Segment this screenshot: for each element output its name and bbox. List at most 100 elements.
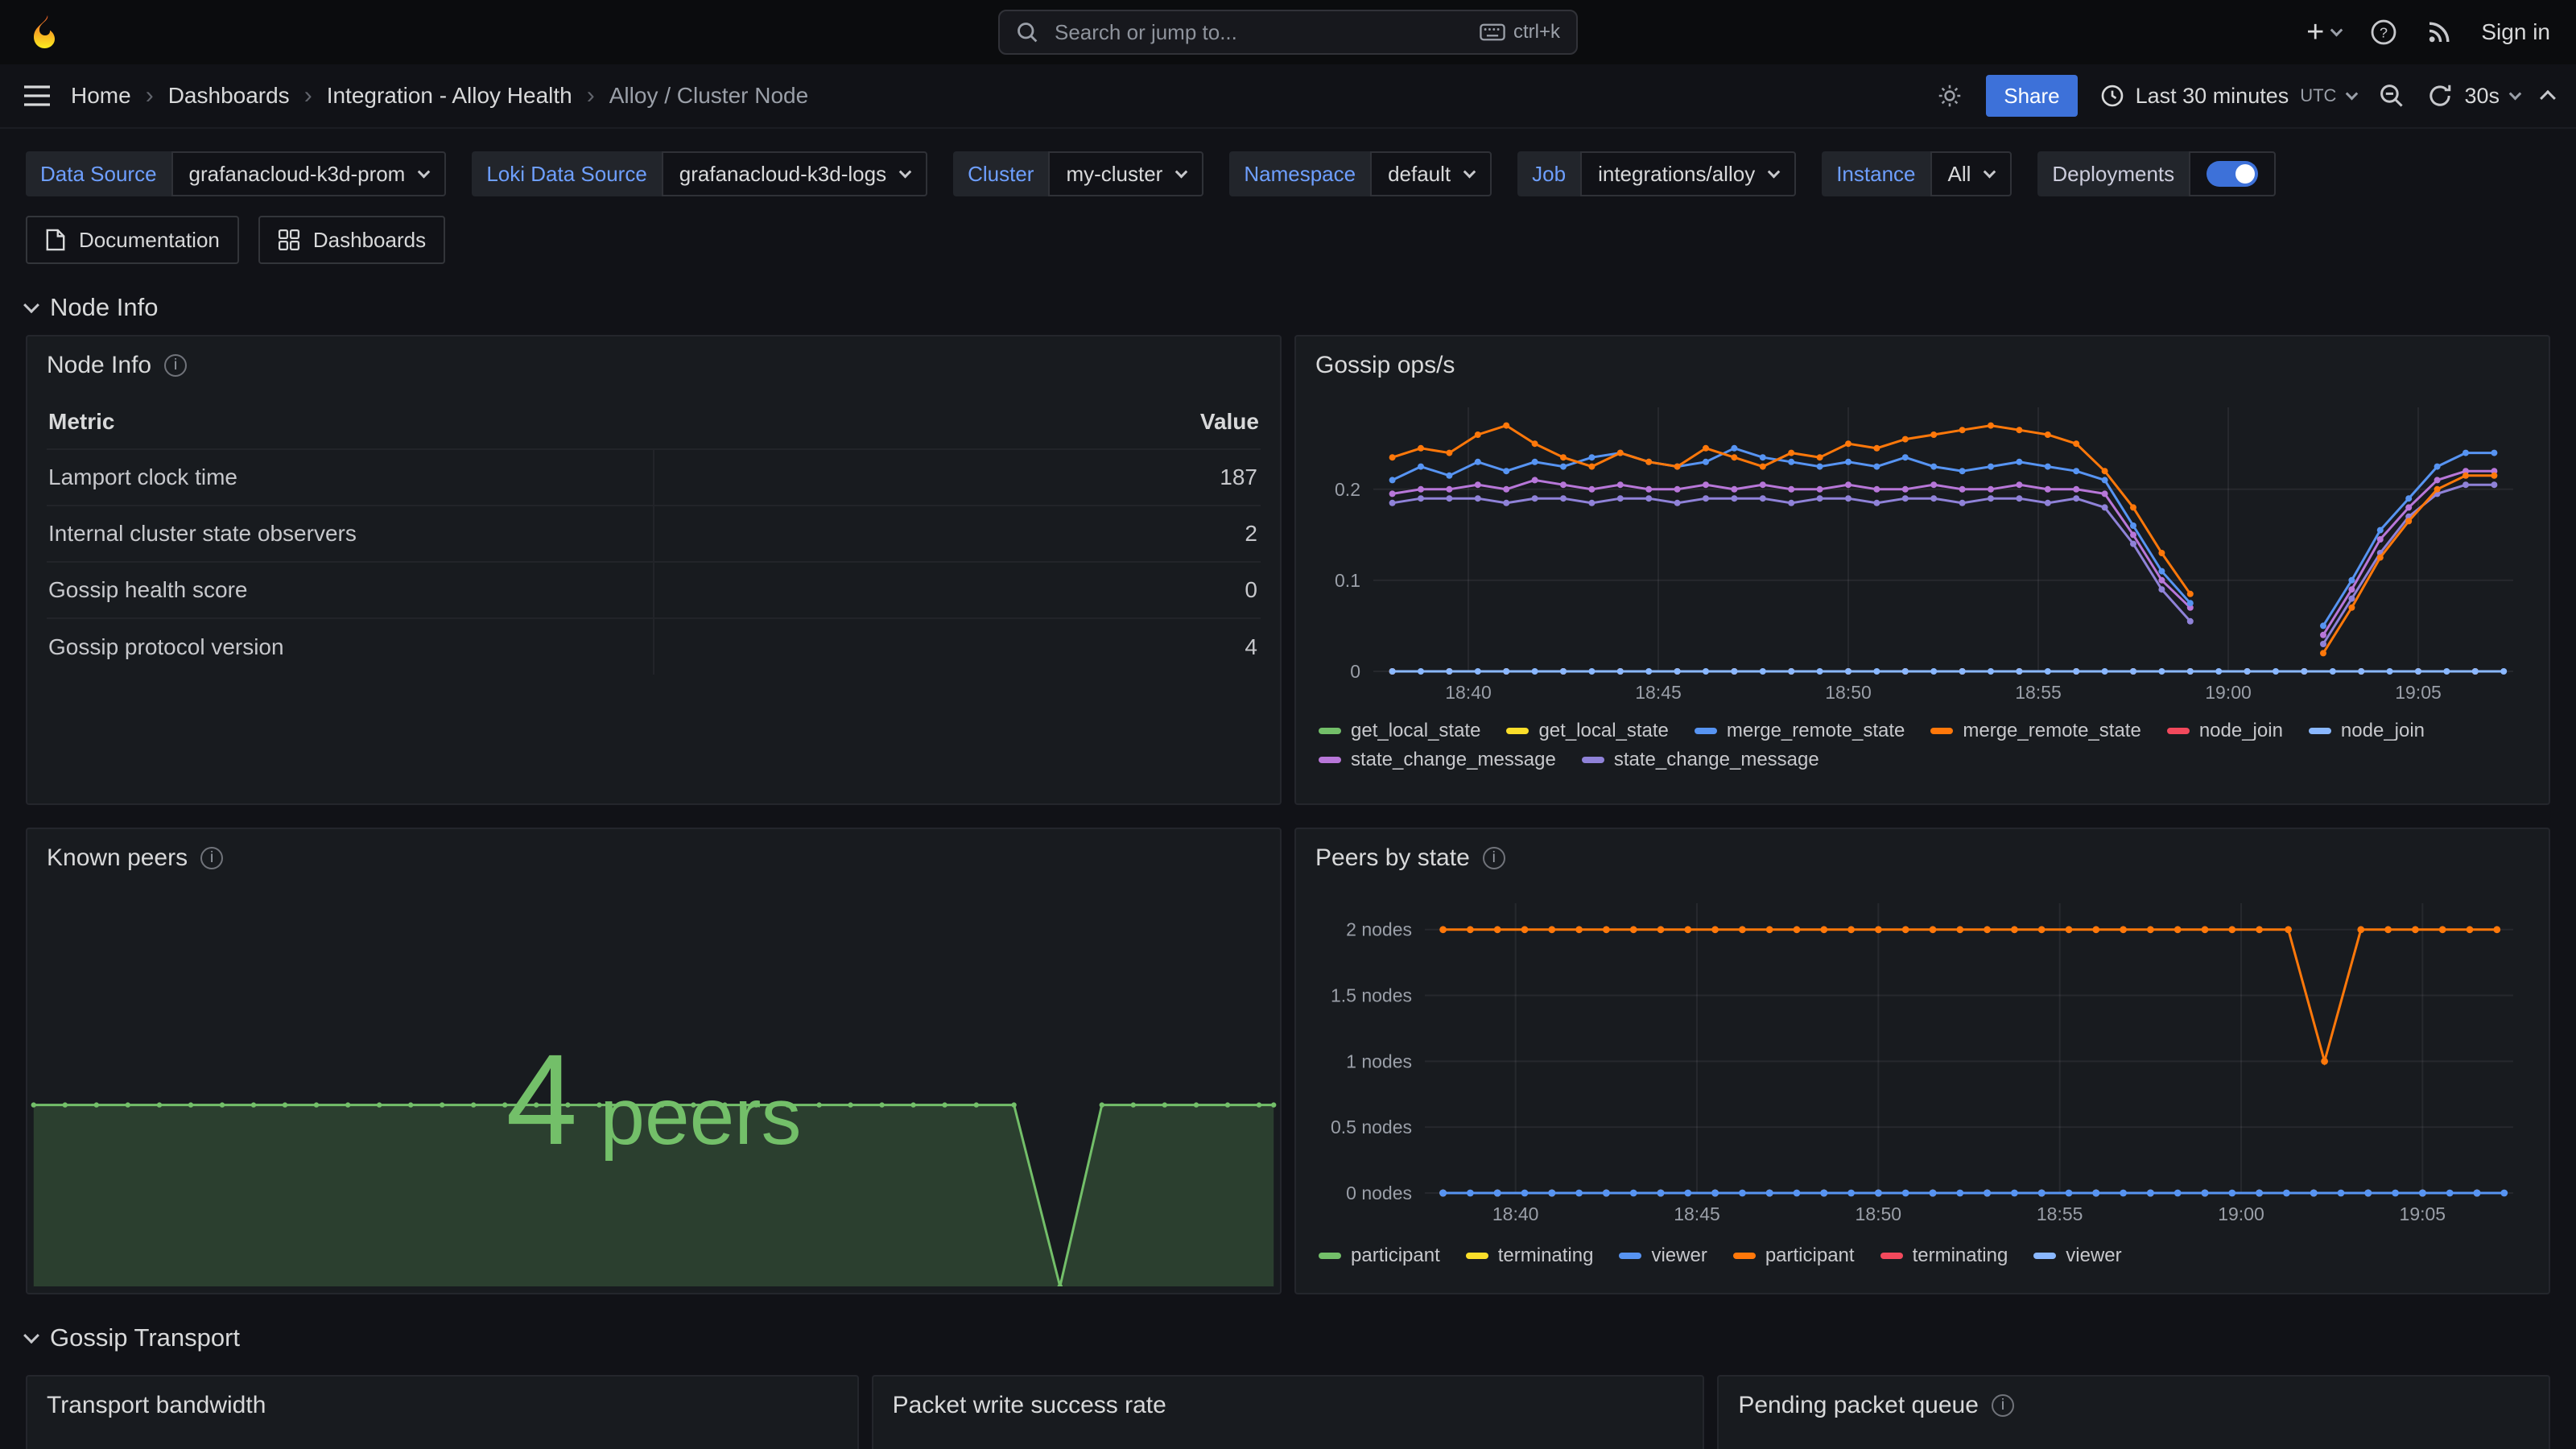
legend-swatch xyxy=(1880,1253,1903,1259)
panel-title[interactable]: Peers by state xyxy=(1315,844,1470,871)
svg-text:18:55: 18:55 xyxy=(2037,1203,2083,1224)
menu-toggle-button[interactable] xyxy=(23,85,52,107)
filters-row: Data Source grafanacloud-k3d-prom Loki Dat… xyxy=(0,129,2576,196)
legend-item[interactable]: state_change_message xyxy=(1319,749,1556,771)
legend-item[interactable]: node_join xyxy=(2308,720,2425,742)
breadcrumb-item[interactable]: Home xyxy=(71,83,131,108)
panel-header: Known peers i xyxy=(27,829,1280,887)
search-input[interactable] xyxy=(1051,18,1467,47)
legend-label: participant xyxy=(1351,1245,1440,1266)
known-peers-chart[interactable] xyxy=(27,884,1280,1290)
plus-icon: + xyxy=(2306,15,2325,49)
info-icon[interactable]: i xyxy=(1482,847,1505,869)
documentation-button[interactable]: Documentation xyxy=(26,216,239,264)
peers-by-state-chart[interactable]: 0 nodes 0.5 nodes 1 nodes 1.5 nodes 2 nodes 1… xyxy=(1309,887,2536,1235)
legend-label: node_join xyxy=(2340,720,2425,741)
legend-item[interactable]: viewer xyxy=(2033,1245,2122,1267)
legend-item[interactable]: terminating xyxy=(1880,1245,2008,1267)
legend-item[interactable]: merge_remote_state xyxy=(1930,720,2141,742)
panel-title[interactable]: Gossip ops/s xyxy=(1315,352,1455,378)
panel-title[interactable]: Known peers xyxy=(47,844,188,871)
svg-text:19:00: 19:00 xyxy=(2218,1203,2264,1224)
legend-swatch xyxy=(1506,728,1530,734)
section-gossip-transport[interactable]: Gossip Transport xyxy=(23,1323,2550,1352)
variable-value[interactable]: grafanacloud-k3d-prom xyxy=(171,151,447,196)
legend-swatch xyxy=(2166,728,2190,734)
panel-title[interactable]: Packet write success rate xyxy=(892,1392,1166,1418)
variable-value[interactable]: my-cluster xyxy=(1048,151,1204,196)
variable-value[interactable]: All xyxy=(1930,151,2013,196)
legend-item[interactable]: viewer xyxy=(1619,1245,1707,1267)
dashboards-button[interactable]: Dashboards xyxy=(258,216,446,264)
known-peers-chart-wrap xyxy=(27,884,1280,1293)
legend-item[interactable]: get_local_state xyxy=(1506,720,1669,742)
panel-title[interactable]: Node Info xyxy=(47,352,152,378)
legend-item[interactable]: get_local_state xyxy=(1319,720,1480,742)
refresh-picker[interactable]: 30s xyxy=(2427,83,2522,109)
chevron-down-icon xyxy=(2330,23,2343,36)
breadcrumb-item[interactable]: Integration - Alloy Health xyxy=(326,83,572,108)
panel-node-info: Node Info i Metric Value Lamport clock tim… xyxy=(26,335,1282,805)
variable-label: Loki Data Source xyxy=(472,151,662,196)
variable-value[interactable]: grafanacloud-k3d-logs xyxy=(661,151,928,196)
legend-item[interactable]: participant xyxy=(1732,1245,1855,1267)
chevron-down-icon xyxy=(1463,165,1476,178)
variable-value-label: default xyxy=(1388,161,1451,186)
svg-text:0.5 nodes: 0.5 nodes xyxy=(1331,1117,1412,1137)
zoom-out-icon[interactable] xyxy=(2379,83,2405,109)
deployments-toggle[interactable] xyxy=(2189,151,2277,196)
variable-value[interactable]: integrations/alloy xyxy=(1580,151,1797,196)
metric-cell: Lamport clock time xyxy=(47,448,654,506)
chevron-down-icon xyxy=(1767,165,1781,178)
panel-title[interactable]: Pending packet queue xyxy=(1738,1392,1979,1418)
new-menu-button[interactable]: + xyxy=(2306,15,2343,49)
apps-icon xyxy=(278,229,299,251)
legend-label: state_change_message xyxy=(1351,749,1556,770)
refresh-interval-label: 30s xyxy=(2464,83,2500,108)
time-range-label: Last 30 minutes xyxy=(2135,83,2289,108)
section-node-info[interactable]: Node Info xyxy=(23,293,2550,322)
variable-label: Instance xyxy=(1822,151,1930,196)
legend-item[interactable]: participant xyxy=(1319,1245,1440,1267)
share-button[interactable]: Share xyxy=(1986,75,2078,117)
legend-item[interactable]: state_change_message xyxy=(1581,749,1819,771)
help-icon[interactable]: ? xyxy=(2370,19,2397,46)
section-title: Gossip Transport xyxy=(50,1323,241,1352)
panel-header: Peers by state i xyxy=(1296,829,2549,887)
panel-row-2: Known peers i 4 peers Peers by state i 0… xyxy=(0,828,2576,1294)
breadcrumb-item: Alloy / Cluster Node xyxy=(609,83,809,108)
info-icon[interactable]: i xyxy=(164,354,188,377)
gear-icon[interactable] xyxy=(1936,82,1963,109)
grafana-logo[interactable] xyxy=(26,13,998,52)
table-row: Internal cluster state observers 2 xyxy=(47,505,1261,562)
table-row: Gossip health score 0 xyxy=(47,561,1261,618)
chevron-down-icon xyxy=(2508,87,2522,100)
table-row: Lamport clock time 187 xyxy=(47,448,1261,506)
svg-text:1 nodes: 1 nodes xyxy=(1346,1051,1412,1071)
variable-data-source: Data Source grafanacloud-k3d-prom xyxy=(26,151,447,196)
collapse-toolbar-button[interactable] xyxy=(2540,89,2556,106)
links-row: Documentation Dashboards xyxy=(0,196,2576,264)
legend-item[interactable]: terminating xyxy=(1465,1245,1594,1267)
svg-text:0.1: 0.1 xyxy=(1335,570,1360,591)
info-icon[interactable]: i xyxy=(200,847,224,869)
chevron-down-icon xyxy=(1984,165,1996,178)
legend-item[interactable]: merge_remote_state xyxy=(1694,720,1905,742)
legend-label: terminating xyxy=(1497,1245,1594,1266)
dashboards-label: Dashboards xyxy=(312,227,427,252)
legend-item[interactable]: node_join xyxy=(2166,720,2283,742)
gossip-ops-chart[interactable]: 0 0.1 0.2 18:40 18:45 18:50 18:55 19:00 19:05 xyxy=(1309,394,2536,710)
breadcrumb-item[interactable]: Dashboards xyxy=(167,83,290,108)
news-rss-icon[interactable] xyxy=(2426,19,2452,45)
svg-text:19:00: 19:00 xyxy=(2205,682,2252,703)
legend-label: viewer xyxy=(2066,1245,2122,1266)
time-range-picker[interactable]: Last 30 minutes UTC xyxy=(2100,83,2359,109)
bottom-row: Transport bandwidth Packet write success … xyxy=(0,1375,2576,1449)
variable-value[interactable]: default xyxy=(1370,151,1492,196)
toggle-switch-on[interactable] xyxy=(2207,161,2259,187)
legend-swatch xyxy=(1930,728,1954,734)
info-icon[interactable]: i xyxy=(1991,1394,2014,1417)
global-search[interactable]: ctrl+k xyxy=(998,10,1578,55)
sign-in-button[interactable]: Sign in xyxy=(2481,19,2550,44)
panel-title[interactable]: Transport bandwidth xyxy=(47,1392,266,1418)
